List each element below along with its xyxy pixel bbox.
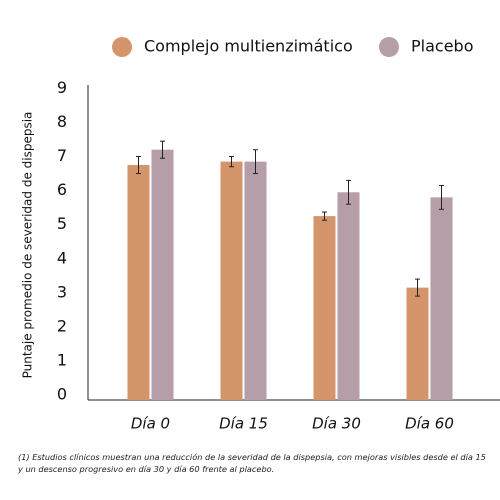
legend-label: Complejo multienzimático: [144, 37, 353, 56]
y-tick-label: 8: [57, 112, 67, 131]
error-bar: [136, 156, 141, 175]
bar: [244, 161, 267, 400]
y-tick-label: 2: [57, 316, 67, 335]
error-bar: [253, 149, 258, 175]
x-tick-label: Día 30: [312, 415, 361, 433]
legend-swatch: [379, 37, 399, 57]
y-tick-label: 0: [57, 385, 67, 404]
error-bar: [229, 156, 234, 168]
legend-label: Placebo: [411, 37, 473, 56]
y-tick-label: 9: [57, 78, 67, 97]
y-tick-label: 3: [57, 282, 67, 301]
bar: [151, 149, 174, 400]
bar: [406, 287, 429, 400]
legend-swatch: [112, 37, 132, 57]
x-tick-label: Día 0: [131, 415, 170, 433]
x-tick-label: Día 60: [405, 415, 454, 433]
y-tick-label: 4: [57, 248, 67, 267]
y-tick-label: 6: [57, 180, 67, 199]
bar: [337, 192, 360, 400]
y-axis-label: Puntaje promedio de severidad de dispeps…: [21, 112, 35, 379]
bar: [313, 216, 336, 400]
error-bar: [346, 179, 351, 205]
x-tick-label: Día 15: [219, 415, 268, 433]
error-bar: [415, 278, 420, 297]
bar: [220, 161, 243, 400]
y-tick-label: 7: [57, 146, 67, 165]
y-tick-label: 5: [57, 214, 67, 233]
bar: [430, 197, 453, 400]
footnote: (1) Estudios clínicos muestran una reduc…: [18, 452, 486, 474]
error-bar: [160, 140, 165, 159]
bar: [127, 165, 150, 400]
error-bar: [322, 211, 327, 221]
y-tick-label: 1: [57, 350, 67, 369]
error-bar: [439, 184, 444, 210]
